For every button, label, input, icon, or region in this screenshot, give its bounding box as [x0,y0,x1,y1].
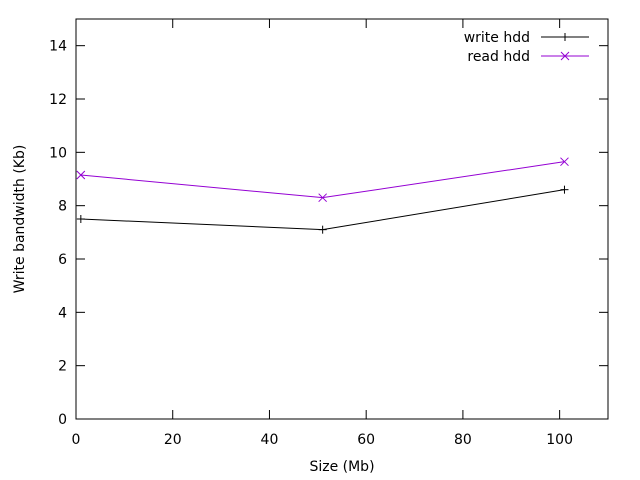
legend-label-0: write hdd [464,30,530,46]
data-point [76,170,86,180]
series-line-0 [80,189,565,231]
y-axis-label: Write bandwidth (Kb) [12,145,28,294]
y-tick-label: 14 [49,39,67,55]
y-tick-label: 8 [58,199,67,215]
data-point [76,215,85,223]
data-point [318,193,328,203]
data-point [560,185,569,194]
x-tick-label: 40 [261,432,279,448]
y-tick-label: 12 [49,92,67,108]
x-axis-label: Size (Mb) [309,459,374,475]
y-tick-label: 10 [49,145,67,161]
data-point [318,225,327,234]
x-tick-label: 0 [72,432,81,448]
x-tick-label: 80 [454,432,472,448]
legend-label-1: read hdd [467,49,530,65]
y-tick-label: 4 [58,305,67,321]
legend-marker-1 [560,51,570,61]
x-tick-label: 100 [546,432,573,448]
legend-marker-0 [561,33,569,41]
y-tick-label: 6 [58,252,67,268]
legend: write hdd read hdd [464,30,589,65]
x-tick-label: 20 [164,432,182,448]
y-tick-label: 0 [58,412,67,428]
axis-ticks: 0 2 4 6 8 10 12 14 0 20 40 60 80 100 [49,19,608,448]
y-tick-label: 2 [58,359,67,375]
x-tick-label: 60 [357,432,375,448]
plot-frame [75,18,609,420]
series-layer [76,157,569,234]
data-point [560,157,569,167]
series-line-1 [80,161,565,199]
